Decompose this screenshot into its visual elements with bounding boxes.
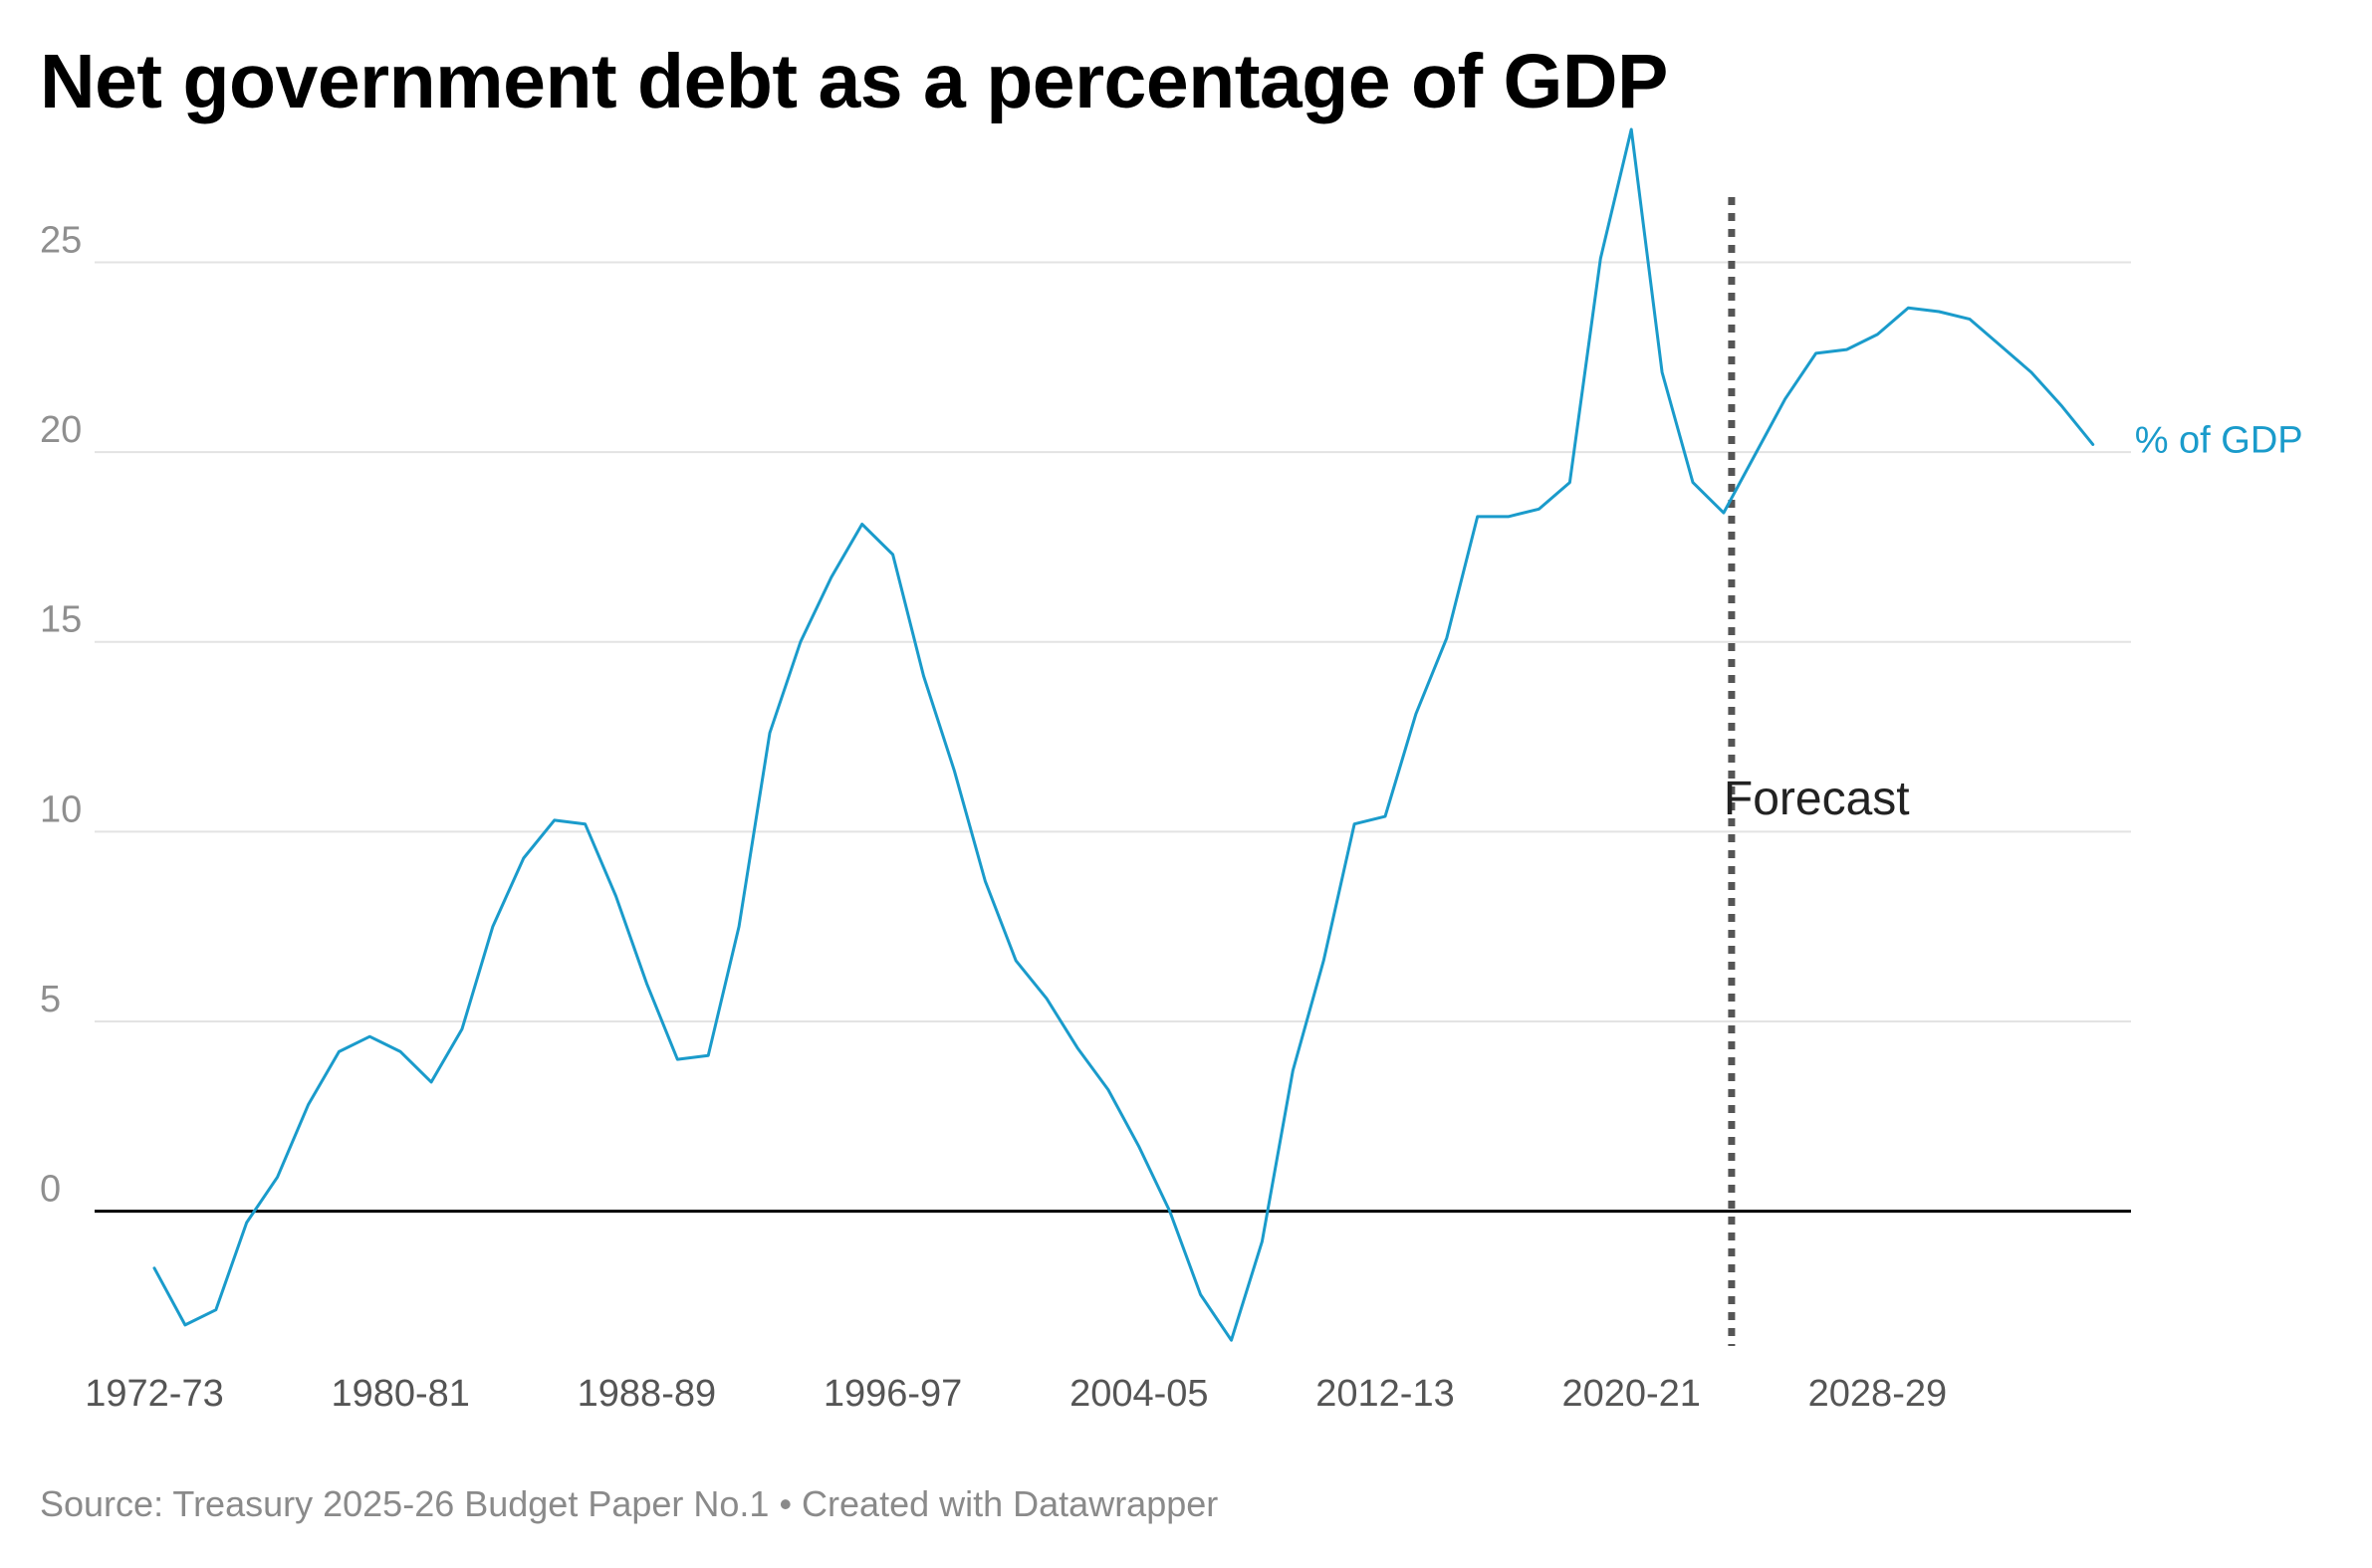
- forecast-annotation: Forecast: [1724, 773, 1910, 825]
- y-tick-label-15: 15: [40, 599, 82, 641]
- x-tick-label-1988-89: 1988-89: [578, 1373, 716, 1415]
- chart-source: Source: Treasury 2025-26 Budget Paper No…: [40, 1483, 1219, 1524]
- y-tick-label-25: 25: [40, 219, 82, 261]
- chart-title: Net government debt as a percentage of G…: [40, 39, 1668, 124]
- y-tick-label-5: 5: [40, 979, 61, 1020]
- series-label: % of GDP: [2135, 419, 2303, 461]
- y-tick-label-0: 0: [40, 1169, 61, 1211]
- y-tick-label-10: 10: [40, 788, 82, 830]
- x-tick-label-2020-21: 2020-21: [1561, 1373, 1700, 1415]
- x-tick-label-2004-05: 2004-05: [1069, 1373, 1208, 1415]
- series-lines: [152, 127, 2095, 1342]
- series-line-0: [152, 127, 2095, 1342]
- x-tick-label-2012-13: 2012-13: [1315, 1373, 1454, 1415]
- y-tick-label-20: 20: [40, 409, 82, 451]
- chart-labels: Forecast % of GDP: [1724, 419, 2303, 825]
- x-tick-label-2028-29: 2028-29: [1808, 1373, 1947, 1415]
- x-axis: 1972-73 1980-81 1988-89 1996-97 2004-05 2012-…: [85, 1373, 1947, 1415]
- x-tick-label-1996-97: 1996-97: [824, 1373, 962, 1415]
- x-tick-label-1972-73: 1972-73: [85, 1373, 223, 1415]
- x-tick-label-1980-81: 1980-81: [331, 1373, 469, 1415]
- gridlines: [95, 261, 2131, 1214]
- y-axis: 0 5 10 15 20 25: [40, 219, 82, 1210]
